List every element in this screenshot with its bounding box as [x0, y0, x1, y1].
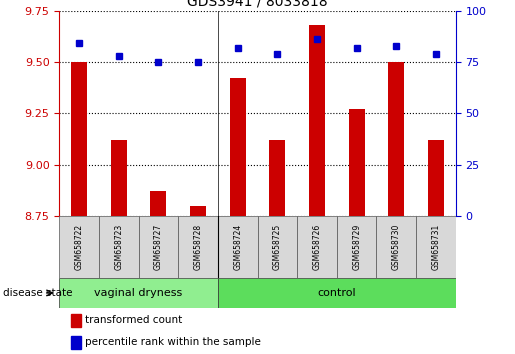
Bar	[139, 216, 178, 278]
Bar	[258, 216, 297, 278]
Text: GSM658729: GSM658729	[352, 224, 361, 270]
Text: GSM658725: GSM658725	[273, 224, 282, 270]
Text: GSM658724: GSM658724	[233, 224, 242, 270]
Text: GSM658730: GSM658730	[392, 224, 401, 270]
Text: disease state: disease state	[3, 288, 72, 298]
Bar	[297, 216, 337, 278]
Bar	[376, 216, 416, 278]
Text: vaginal dryness: vaginal dryness	[94, 288, 183, 298]
Bar	[99, 216, 139, 278]
Bar	[388, 62, 404, 216]
Bar	[349, 109, 365, 216]
Bar	[59, 216, 99, 278]
Bar	[59, 278, 218, 308]
Text: GSM658731: GSM658731	[432, 224, 440, 270]
Bar	[178, 216, 218, 278]
Bar	[416, 216, 456, 278]
Bar	[71, 336, 81, 349]
Bar	[269, 140, 285, 216]
Bar	[190, 206, 206, 216]
Text: GSM658723: GSM658723	[114, 224, 123, 270]
Bar	[71, 314, 81, 327]
Text: GSM658728: GSM658728	[194, 224, 202, 270]
Bar	[337, 216, 376, 278]
Text: transformed count: transformed count	[85, 315, 182, 325]
Text: GSM658727: GSM658727	[154, 224, 163, 270]
Title: GDS3941 / 8033818: GDS3941 / 8033818	[187, 0, 328, 8]
Bar	[309, 25, 325, 216]
Bar	[428, 140, 444, 216]
Bar	[71, 62, 87, 216]
Bar	[150, 191, 166, 216]
Bar	[218, 216, 258, 278]
Text: GSM658726: GSM658726	[313, 224, 321, 270]
Text: percentile rank within the sample: percentile rank within the sample	[85, 337, 261, 348]
Text: GSM658722: GSM658722	[75, 224, 83, 270]
Bar	[218, 278, 456, 308]
Bar	[230, 78, 246, 216]
Text: control: control	[317, 288, 356, 298]
Bar	[111, 140, 127, 216]
